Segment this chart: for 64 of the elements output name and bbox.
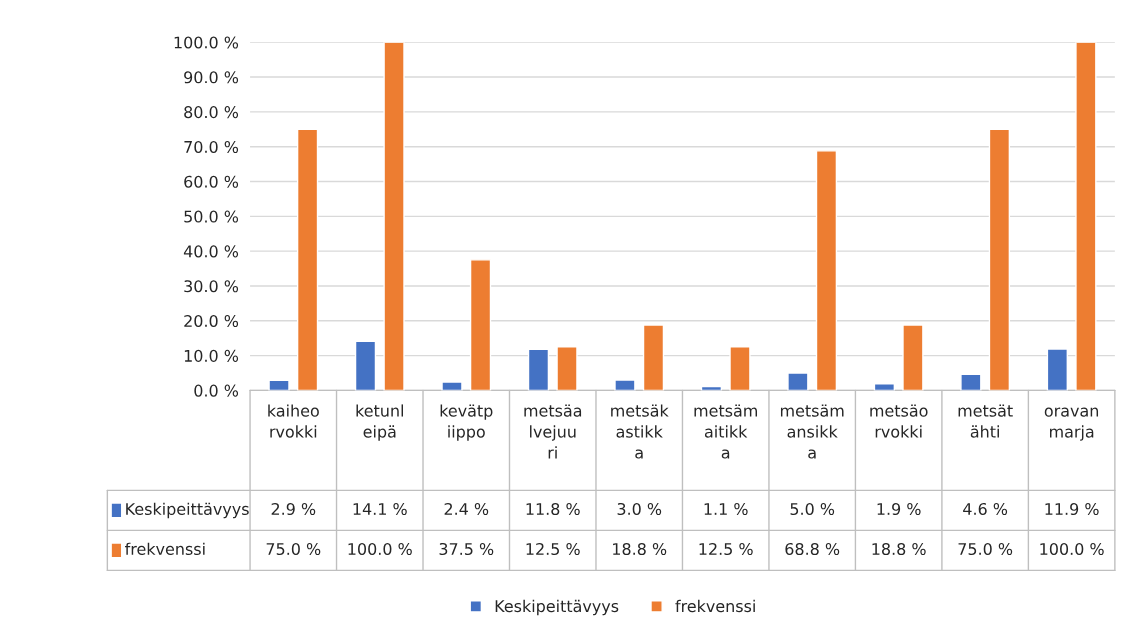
y-tick-label: 70.0 % [184,140,239,153]
x-tick-label: kevätpiippo [440,404,493,441]
x-tick-label: metsäorvokki [870,404,928,438]
data-label: 18.8 % [613,542,667,556]
bar [556,346,578,391]
bar [902,324,924,391]
bar [787,372,809,391]
bar [729,346,751,391]
y-tick-label: 80.0 % [184,106,239,119]
data-label: 75.0 % [266,542,321,556]
bar [383,42,405,391]
data-label: 37.5 % [439,542,494,556]
data-label: 18.8 % [872,542,926,556]
x-tick-label: metsäalvejuuri [524,404,582,459]
bar [642,324,665,391]
data-label: 14.1 % [353,502,407,516]
bar [815,150,838,391]
bar [354,340,377,391]
y-tick-label: 0.0 % [194,384,239,397]
data-label: 12.5 % [699,542,753,556]
legend-label: Keskipeittävyys [126,502,249,519]
bar [1046,348,1069,391]
bar [268,379,290,391]
data-label: 1.1 % [704,502,748,516]
y-tick-label: 10.0 % [184,349,239,362]
x-tick-label: metsätähti [958,404,1013,438]
bar [469,259,492,391]
data-label: 3.0 % [617,502,662,516]
data-label: 68.8 % [785,542,840,556]
x-tick-label: kaiheorvokki [268,404,319,438]
x-tick-label: ketunleipä [356,404,403,441]
bar [1075,42,1097,391]
y-tick-label: 20.0 % [184,314,239,328]
data-label: 2.4 % [444,502,489,516]
bar [873,383,896,391]
text: frekvenssi [675,599,755,613]
x-tick-label: metsäkastikka [611,404,669,459]
bar [296,128,319,391]
y-tick-label: 30.0 % [184,280,239,293]
data-label: 1.9 % [877,502,921,516]
text: Keskipeittävyys [495,599,619,616]
legend-label: frekvenssi [125,542,205,556]
bar [527,348,550,391]
bar [614,379,636,391]
y-tick-label: 90.0 % [184,71,239,84]
x-tick-label: metsämansikka [780,404,844,459]
bar [988,128,1011,391]
data-label: 11.9 % [1045,502,1099,516]
bar [441,381,463,391]
x-tick-label: oravanmarja [1044,407,1099,441]
y-tick-label: 40.0 % [183,245,239,258]
data-label: 2.9 % [271,502,316,516]
bar [960,373,982,391]
data-label: 11.8 % [526,502,580,516]
data-label: 5.0 % [790,502,835,516]
data-label: 4.6 % [963,502,1008,516]
data-label: 75.0 % [958,542,1013,556]
y-tick-label: 60.0 % [184,175,239,188]
data-label: 100.0 % [348,542,412,556]
data-label: 12.5 % [526,542,580,556]
y-tick-label: 100.0 % [174,36,239,49]
data-label: 100.0 % [1040,542,1104,556]
y-tick-label: 50.0 % [184,210,239,223]
x-tick-label: metsämaitikka [694,404,758,459]
